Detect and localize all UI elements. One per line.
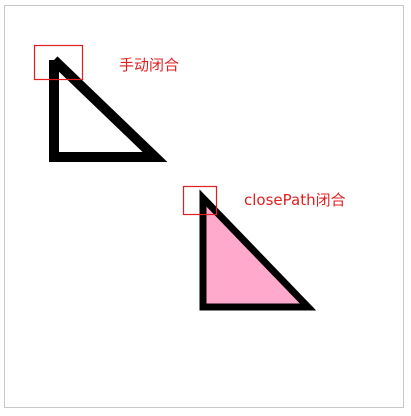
label-closepath-close: closePath闭合 (244, 191, 346, 209)
highlight-box-manual (33, 44, 84, 81)
highlight-box-closepath (182, 185, 218, 216)
closepath-triangle (199, 189, 317, 311)
manual-closed-triangle (49, 56, 168, 162)
label-manual-close: 手动闭合 (119, 56, 180, 74)
